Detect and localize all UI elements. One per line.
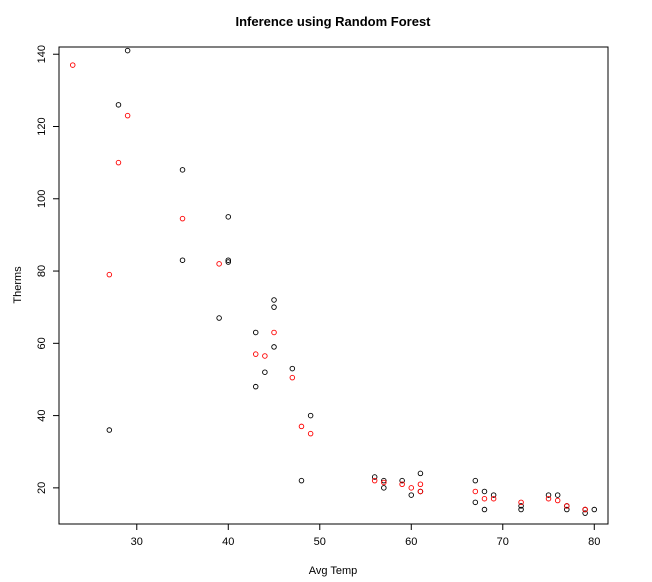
data-point-red — [582, 506, 588, 513]
data-point-red — [554, 497, 561, 504]
x-tick-label: 80 — [588, 536, 600, 548]
y-tick-label: 60 — [36, 337, 48, 349]
data-point-red — [262, 353, 268, 359]
data-point-black — [225, 257, 232, 263]
data-point-black — [124, 47, 131, 54]
data-point-black — [399, 477, 405, 484]
data-point-black — [225, 259, 232, 265]
y-tick-label: 100 — [36, 190, 48, 208]
data-point-black — [252, 383, 259, 390]
data-point-black — [481, 506, 488, 513]
x-tick-label: 70 — [497, 536, 509, 548]
data-point-black — [481, 488, 488, 495]
data-point-black — [408, 492, 415, 498]
y-tick-label: 20 — [36, 482, 48, 494]
data-point-red — [271, 329, 277, 336]
data-point-black — [472, 477, 479, 484]
data-point-red — [417, 481, 424, 488]
data-point-black — [179, 257, 186, 263]
data-point-black — [262, 369, 268, 375]
data-point-red — [124, 112, 131, 119]
data-point-black — [472, 499, 479, 506]
data-point-black — [591, 506, 598, 513]
data-point-red — [298, 423, 305, 430]
data-point-black — [115, 102, 122, 108]
data-point-red — [289, 374, 296, 381]
data-point-black — [289, 365, 296, 372]
y-tick-label: 140 — [36, 45, 48, 63]
x-tick-label: 60 — [405, 536, 417, 548]
data-point-black — [564, 506, 570, 513]
x-axis-label: Avg Temp — [309, 565, 358, 577]
data-point-black — [225, 214, 232, 220]
data-point-black — [518, 503, 524, 509]
x-tick-label: 40 — [222, 536, 234, 548]
x-tick-label: 30 — [131, 536, 143, 548]
data-point-red — [106, 271, 113, 278]
x-tick-label: 50 — [314, 536, 326, 548]
data-point-red — [399, 481, 405, 488]
data-point-red — [472, 488, 479, 495]
y-axis-label: Therms — [12, 266, 24, 304]
data-point-black — [417, 470, 424, 477]
data-point-red — [417, 488, 424, 495]
data-point-black — [298, 477, 305, 484]
data-point-black — [554, 492, 561, 498]
data-point-red — [481, 495, 488, 502]
data-point-red — [545, 495, 552, 502]
data-point-black — [582, 510, 588, 516]
chart-title: Inference using Random Forest — [235, 14, 431, 29]
data-point-red — [518, 499, 524, 506]
data-point-red — [408, 485, 415, 491]
data-point-black — [106, 427, 113, 433]
data-point-red — [179, 215, 186, 222]
data-point-black — [271, 297, 277, 303]
data-point-black — [271, 344, 277, 350]
y-tick-label: 40 — [36, 409, 48, 421]
data-point-black — [381, 477, 387, 484]
y-axis: 20 40 60 80 100 120 140 — [36, 45, 59, 494]
data-point-black — [179, 167, 186, 173]
y-tick-label: 120 — [36, 117, 48, 135]
x-axis: 30 40 50 60 70 80 — [131, 524, 600, 548]
plot-frame — [58, 46, 609, 525]
data-point-red — [307, 430, 314, 437]
data-point-black — [518, 506, 524, 513]
data-point-red — [490, 495, 497, 502]
data-point-black — [490, 492, 497, 498]
data-point-black — [545, 492, 552, 498]
data-point-red — [371, 477, 378, 484]
data-point-black — [371, 474, 378, 480]
data-point-red — [381, 479, 387, 486]
data-point-red — [115, 159, 122, 166]
data-point-black — [216, 315, 222, 321]
data-point-black — [252, 329, 259, 336]
data-point-red — [69, 62, 76, 68]
data-point-black — [381, 485, 387, 491]
data-point-black — [307, 412, 314, 419]
data-point-red — [564, 503, 570, 509]
data-point-red — [252, 351, 259, 357]
data-points — [69, 47, 598, 516]
data-point-red — [216, 261, 222, 267]
data-point-black — [271, 304, 277, 310]
y-tick-label: 80 — [36, 265, 48, 277]
